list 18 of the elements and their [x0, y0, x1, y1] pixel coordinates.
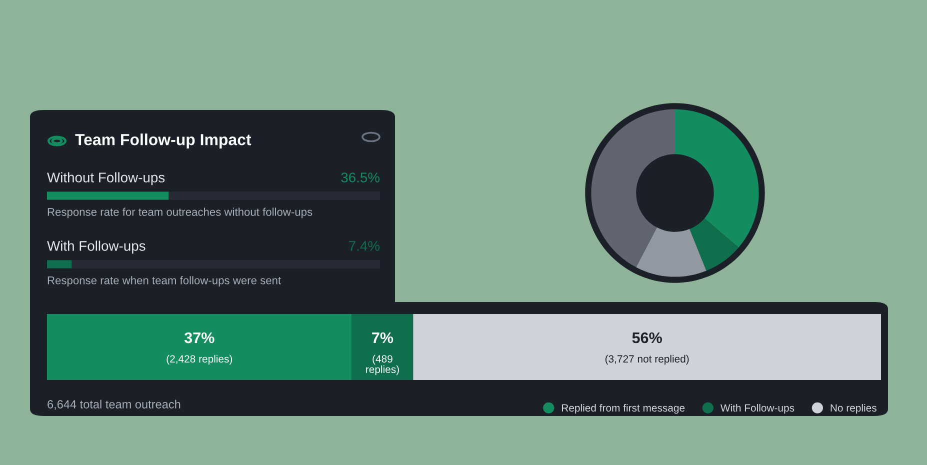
data-label: 7.4%: [349, 241, 380, 251]
data-label: 7% (489 replies): [366, 332, 399, 376]
data-label: 36.5%: [341, 172, 380, 182]
annotation: Response rate for team outreaches without follow-ups: [48, 208, 312, 218]
chart-title: Team Follow-up Impact: [75, 134, 252, 148]
text: 6,644 total team outreach: [48, 400, 180, 410]
legend-label: No replies: [830, 404, 876, 414]
category-label: Without Follow-ups: [47, 172, 165, 186]
donut-slice: [675, 109, 759, 248]
legend-label: With Follow-ups: [720, 404, 794, 414]
donut-slice: [636, 227, 706, 277]
donut-slice: [690, 218, 739, 271]
data-label: 37% (2,428 replies): [166, 332, 232, 365]
data-label: 56% (3,727 not replied): [605, 332, 689, 365]
legend-label: Replied from first message: [562, 404, 685, 414]
annotation: Response rate when team follow-ups were sent: [48, 276, 281, 286]
donut-slice: [591, 109, 675, 268]
category-label: With Follow-ups: [47, 240, 146, 254]
